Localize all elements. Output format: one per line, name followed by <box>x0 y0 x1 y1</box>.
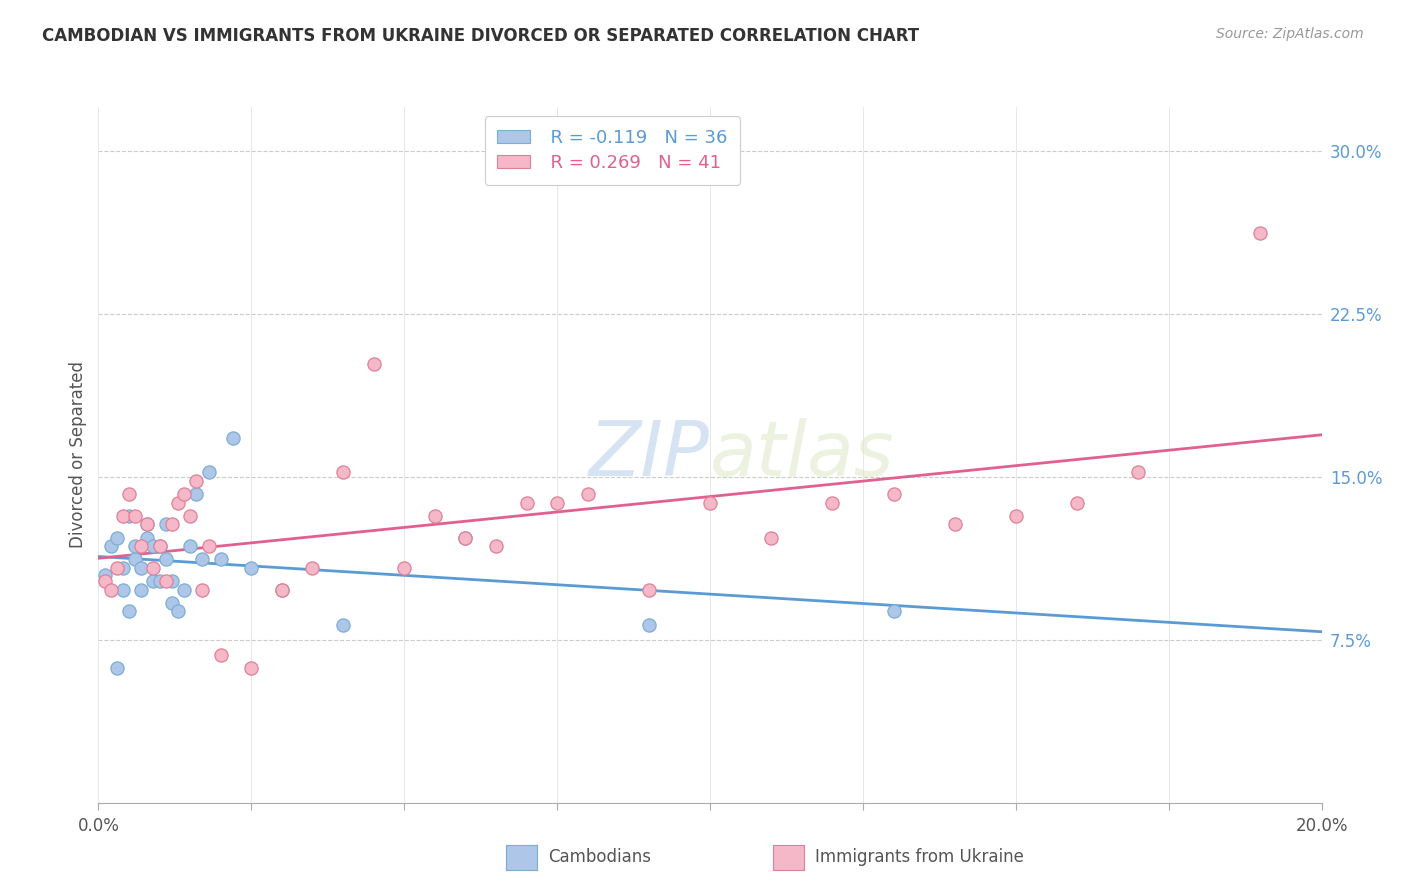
Point <box>136 531 159 545</box>
Point <box>1249 226 1271 240</box>
Point <box>1128 466 1150 480</box>
Point <box>197 466 219 480</box>
Point <box>637 582 661 597</box>
Point <box>209 648 232 662</box>
Point <box>173 582 195 597</box>
Text: Immigrants from Ukraine: Immigrants from Ukraine <box>815 848 1025 866</box>
Point <box>124 539 146 553</box>
Point <box>191 552 214 566</box>
Point <box>129 539 152 553</box>
Point <box>149 539 172 553</box>
Point <box>332 466 354 480</box>
Point <box>209 552 232 566</box>
Point <box>179 539 201 553</box>
Point <box>516 496 538 510</box>
Point <box>821 496 844 510</box>
Point <box>759 531 782 545</box>
Point <box>160 517 183 532</box>
Point <box>1004 508 1026 523</box>
Point <box>105 661 128 675</box>
Point <box>363 357 385 371</box>
Point <box>186 487 208 501</box>
Point <box>149 574 172 588</box>
Text: atlas: atlas <box>710 418 894 491</box>
Point <box>240 561 263 575</box>
Point <box>197 539 219 553</box>
Text: Cambodians: Cambodians <box>548 848 651 866</box>
Point <box>149 539 172 553</box>
Point <box>160 574 183 588</box>
Point <box>332 617 354 632</box>
Point <box>142 539 165 553</box>
Point <box>136 517 159 532</box>
Point <box>111 508 134 523</box>
Point <box>129 561 152 575</box>
Point <box>454 531 477 545</box>
Point <box>111 582 134 597</box>
Point <box>485 539 508 553</box>
Point <box>883 487 905 501</box>
Point <box>93 567 115 582</box>
Point <box>186 474 208 488</box>
Point <box>100 582 122 597</box>
Point <box>105 561 128 575</box>
Point <box>100 539 122 553</box>
Point <box>637 617 661 632</box>
Point <box>118 487 141 501</box>
Point <box>173 487 195 501</box>
Point <box>124 508 146 523</box>
Point <box>454 531 477 545</box>
Y-axis label: Divorced or Separated: Divorced or Separated <box>69 361 87 549</box>
Point <box>93 574 115 588</box>
Point <box>222 431 245 445</box>
Point <box>1066 496 1088 510</box>
Point <box>160 596 183 610</box>
Point <box>191 582 214 597</box>
Point <box>105 531 128 545</box>
Point <box>124 552 146 566</box>
Point <box>270 582 292 597</box>
Point <box>167 496 190 510</box>
Point <box>423 508 446 523</box>
Point <box>699 496 721 510</box>
Point <box>546 496 568 510</box>
Point <box>111 561 134 575</box>
Text: Source: ZipAtlas.com: Source: ZipAtlas.com <box>1216 27 1364 41</box>
Point <box>118 605 141 619</box>
Point <box>142 574 165 588</box>
Text: ZIP: ZIP <box>589 418 710 491</box>
Point <box>240 661 263 675</box>
Point <box>179 508 201 523</box>
Point <box>576 487 599 501</box>
Point <box>943 517 966 532</box>
Text: CAMBODIAN VS IMMIGRANTS FROM UKRAINE DIVORCED OR SEPARATED CORRELATION CHART: CAMBODIAN VS IMMIGRANTS FROM UKRAINE DIV… <box>42 27 920 45</box>
Point <box>301 561 323 575</box>
Point <box>392 561 416 575</box>
Point <box>136 517 159 532</box>
Point <box>883 605 905 619</box>
Point <box>155 574 177 588</box>
Point <box>270 582 292 597</box>
Point <box>142 561 165 575</box>
Point <box>118 508 141 523</box>
Point <box>129 582 152 597</box>
Legend:   R = -0.119   N = 36,   R = 0.269   N = 41: R = -0.119 N = 36, R = 0.269 N = 41 <box>485 116 740 185</box>
Point <box>155 552 177 566</box>
Point <box>167 605 190 619</box>
Point <box>155 517 177 532</box>
